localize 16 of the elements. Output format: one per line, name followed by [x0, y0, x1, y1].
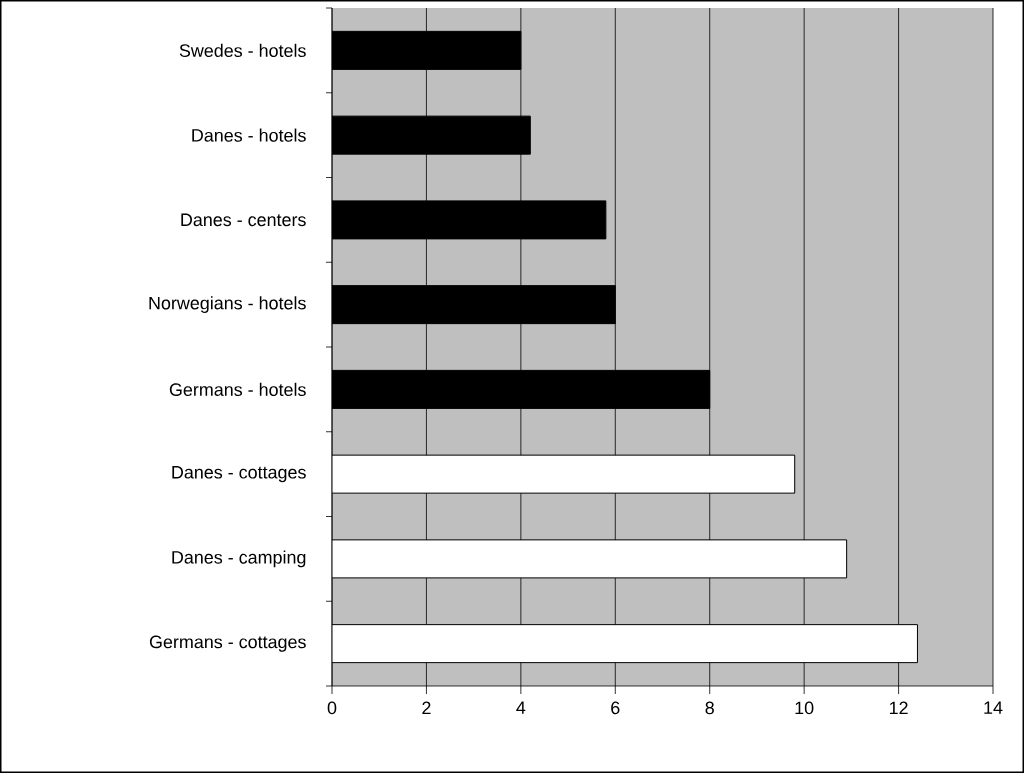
- y-tick-label: Germans - hotels: [169, 382, 306, 396]
- x-tick-label: 2: [422, 701, 431, 715]
- x-tick-label: 10: [795, 701, 814, 715]
- y-tick-label: Danes - hotels: [192, 128, 306, 142]
- y-tick-label: Danes - centers: [181, 213, 306, 227]
- y-tick-label: Danes - cottages: [172, 466, 306, 483]
- x-tick-label: 6: [611, 701, 620, 715]
- x-tick-label: 0: [327, 701, 337, 715]
- x-tick-label: 8: [705, 701, 714, 715]
- y-tick-label: Swedes - hotels: [179, 43, 306, 57]
- y-tick-label: Danes - camping: [172, 550, 306, 568]
- x-tick-label: 4: [516, 701, 526, 714]
- y-tick-label: Germans - cottages: [149, 635, 306, 652]
- x-tick-label: 14: [984, 701, 1003, 714]
- x-tick-label: 12: [889, 701, 908, 715]
- y-tick-label: Norwegians - hotels: [149, 296, 306, 313]
